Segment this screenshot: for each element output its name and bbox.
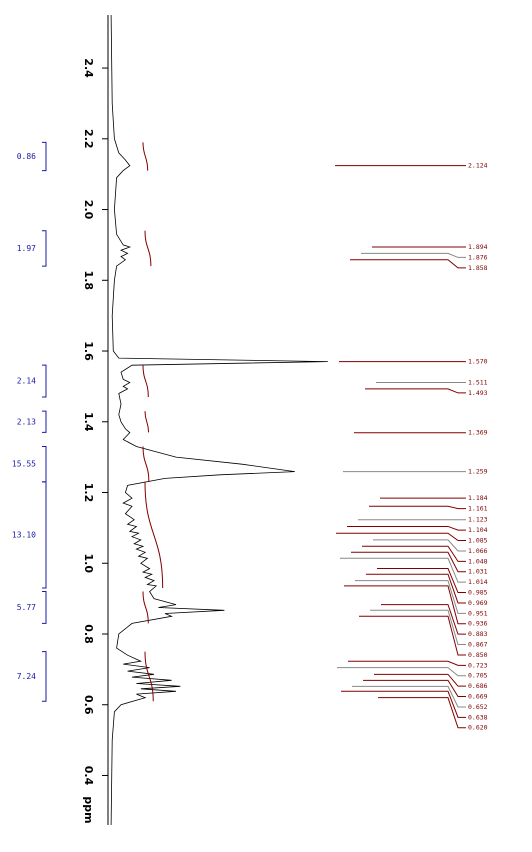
tick-label: 1.8 <box>82 271 95 291</box>
peak-marker <box>373 539 466 552</box>
integral-label: 2.14 <box>17 377 36 386</box>
peak-label: 0.620 <box>468 724 488 732</box>
peak-marker <box>378 697 466 729</box>
peak-label: 0.985 <box>468 589 488 597</box>
peak-label: 1.031 <box>468 568 488 576</box>
tick-label: 1.0 <box>82 554 95 574</box>
tick-label: 1.4 <box>82 412 95 432</box>
integral-bracket <box>42 364 47 398</box>
integral-bracket <box>42 410 47 433</box>
peak-label: 0.969 <box>468 599 488 607</box>
peak-label: 1.161 <box>468 505 488 513</box>
integral-label: 1.97 <box>17 244 36 253</box>
peak-marker <box>365 388 466 394</box>
peak-marker <box>362 545 466 562</box>
peak-marker <box>369 505 466 510</box>
peak-label: 1.123 <box>468 516 488 524</box>
peak-label: 0.669 <box>468 693 488 701</box>
peak-marker <box>350 259 466 269</box>
axis-label: ppm <box>82 796 95 823</box>
peak-label: 1.259 <box>468 468 488 476</box>
integral-label: 5.77 <box>17 603 36 612</box>
peak-marker <box>359 615 466 656</box>
peak-marker <box>355 580 466 614</box>
peak-label: 0.850 <box>468 651 488 659</box>
peak-marker <box>337 667 466 677</box>
tick-label: 0.4 <box>82 766 95 786</box>
integral-bracket <box>42 481 47 589</box>
peak-label: 1.048 <box>468 557 488 565</box>
peak-label: 1.066 <box>468 547 488 555</box>
integral-label: 13.10 <box>12 530 36 539</box>
peak-label: 0.951 <box>468 609 488 617</box>
integral-label: 0.86 <box>17 152 36 161</box>
peak-label: 1.858 <box>468 264 488 272</box>
integral-bracket <box>42 141 47 172</box>
peak-marker <box>344 585 466 625</box>
integral-bracket <box>42 591 47 624</box>
integral-label: 7.24 <box>17 672 36 681</box>
tick-label: 0.6 <box>82 695 95 715</box>
integral-bracket <box>42 446 47 483</box>
integral-label: 15.55 <box>12 460 36 469</box>
peak-label: 0.705 <box>468 672 488 680</box>
peak-label: 1.493 <box>468 389 488 397</box>
peak-marker <box>341 690 466 718</box>
integral-curve <box>144 481 164 589</box>
spectrum-line <box>110 14 328 826</box>
peak-marker <box>366 573 466 604</box>
peak-label: 0.883 <box>468 630 488 638</box>
peak-label: 0.638 <box>468 713 488 721</box>
integral-curve <box>144 230 152 267</box>
peak-label: 1.511 <box>468 379 488 387</box>
peak-label: 0.936 <box>468 620 488 628</box>
peak-label: 1.184 <box>468 494 488 502</box>
peak-label: 1.014 <box>468 578 488 586</box>
tick-label: 2.0 <box>82 200 95 220</box>
integral-curve <box>144 411 150 433</box>
integral-curve <box>142 591 149 624</box>
peak-label: 1.104 <box>468 526 488 534</box>
peak-marker <box>361 252 466 258</box>
peak-marker <box>336 532 466 542</box>
tick-label: 1.2 <box>82 483 95 503</box>
peak-marker <box>370 609 466 646</box>
peak-label: 2.124 <box>468 162 488 170</box>
peak-marker <box>363 679 466 698</box>
integral-bracket <box>42 230 47 267</box>
tick-label: 2.4 <box>82 58 95 78</box>
integral-curve <box>142 365 149 398</box>
peak-marker <box>352 685 466 708</box>
integral-curve <box>142 446 150 482</box>
peak-marker <box>374 673 466 687</box>
peak-marker <box>340 557 466 583</box>
peak-label: 0.652 <box>468 703 488 711</box>
peak-marker <box>377 568 466 594</box>
peak-label: 0.723 <box>468 661 488 669</box>
peak-label: 0.867 <box>468 641 488 649</box>
integral-bracket <box>42 651 47 702</box>
peak-marker <box>351 551 466 573</box>
peak-label: 1.570 <box>468 358 488 366</box>
tick-label: 1.6 <box>82 341 95 361</box>
tick-label: 2.2 <box>82 129 95 149</box>
integral-label: 2.13 <box>17 417 36 426</box>
tick-label: 0.8 <box>82 624 95 644</box>
peak-marker <box>348 660 466 666</box>
peak-marker <box>381 604 466 635</box>
peak-label: 1.894 <box>468 243 488 251</box>
integral-curve <box>142 142 149 171</box>
peak-marker <box>347 525 466 531</box>
peak-label: 1.085 <box>468 537 488 545</box>
peak-label: 1.876 <box>468 253 488 261</box>
peak-label: 0.686 <box>468 682 488 690</box>
peak-label: 1.369 <box>468 429 488 437</box>
integral-curve <box>144 651 154 702</box>
